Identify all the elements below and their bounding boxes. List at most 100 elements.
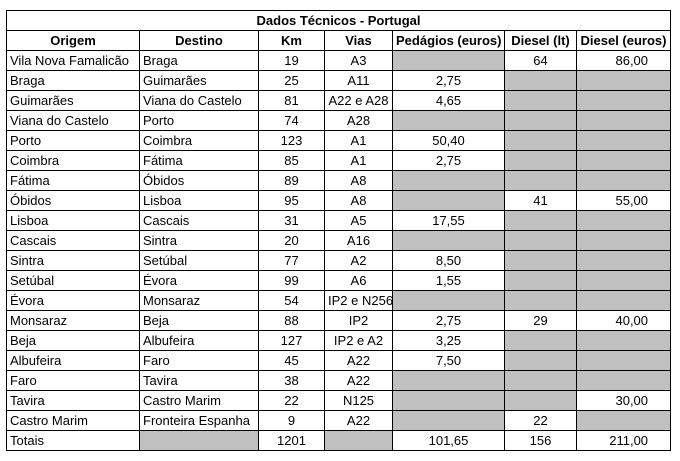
cell-pedagios[interactable] (392, 410, 505, 431)
cell-km[interactable]: 74 (258, 110, 325, 131)
cell-vias[interactable]: A6 (324, 270, 393, 291)
cell-diesel-euros[interactable] (575, 150, 672, 171)
cell-diesel-lt[interactable] (504, 330, 577, 351)
cell-km[interactable]: 123 (258, 130, 325, 151)
cell-diesel-euros[interactable]: 40,00 (575, 310, 672, 331)
cell-destino[interactable]: Guimarães (139, 70, 259, 91)
cell-destino[interactable]: Fronteira Espanha (139, 410, 259, 431)
cell-vias[interactable]: A22 e A28 (324, 90, 393, 111)
cell-pedagios[interactable] (392, 390, 505, 411)
cell-km[interactable]: 99 (258, 270, 325, 291)
cell-origem[interactable]: Viana do Castelo (6, 110, 140, 131)
cell-diesel-euros[interactable] (575, 410, 672, 431)
cell-origem[interactable]: Faro (6, 370, 140, 391)
cell-destino[interactable]: Porto (139, 110, 259, 131)
cell-diesel-euros[interactable] (575, 110, 672, 131)
cell-diesel-lt[interactable]: 29 (504, 310, 577, 331)
cell-diesel-euros[interactable] (575, 370, 672, 391)
cell-destino[interactable]: Viana do Castelo (139, 90, 259, 111)
cell-diesel-lt[interactable] (504, 130, 577, 151)
header-vias[interactable]: Vias (324, 30, 393, 51)
cell-diesel-euros[interactable] (575, 70, 672, 91)
cell-vias[interactable]: A22 (324, 410, 393, 431)
cell-destino[interactable]: Évora (139, 270, 259, 291)
header-diesel-euros[interactable]: Diesel (euros) (575, 30, 672, 51)
cell-km[interactable]: 81 (258, 90, 325, 111)
cell-vias[interactable]: A28 (324, 110, 393, 131)
cell-origem[interactable]: Castro Marim (6, 410, 140, 431)
cell-diesel-lt[interactable] (504, 150, 577, 171)
cell-km[interactable]: 31 (258, 210, 325, 231)
cell-pedagios[interactable]: 8,50 (392, 250, 505, 271)
cell-km[interactable]: 127 (258, 330, 325, 351)
cell-pedagios[interactable]: 3,25 (392, 330, 505, 351)
header-km[interactable]: Km (258, 30, 325, 51)
cell-destino[interactable]: Castro Marim (139, 390, 259, 411)
cell-destino[interactable]: Tavira (139, 370, 259, 391)
cell-vias[interactable]: IP2 e N256 (324, 290, 393, 311)
cell-km[interactable]: 45 (258, 350, 325, 371)
header-pedagios[interactable]: Pedágios (euros) (392, 30, 505, 51)
cell-diesel-euros[interactable] (575, 90, 672, 111)
cell-vias[interactable]: IP2 e A2 (324, 330, 393, 351)
cell-diesel-lt[interactable] (504, 390, 577, 411)
cell-diesel-lt[interactable] (504, 110, 577, 131)
cell-km[interactable]: 38 (258, 370, 325, 391)
cell-diesel-euros[interactable] (575, 330, 672, 351)
cell-pedagios[interactable] (392, 50, 505, 71)
cell-vias[interactable]: A2 (324, 250, 393, 271)
cell-vias[interactable]: IP2 (324, 310, 393, 331)
cell-diesel-lt[interactable] (504, 350, 577, 371)
totals-destino-cell[interactable] (139, 430, 259, 451)
cell-diesel-lt[interactable] (504, 270, 577, 291)
cell-km[interactable]: 54 (258, 290, 325, 311)
cell-vias[interactable]: A3 (324, 50, 393, 71)
cell-origem[interactable]: Guimarães (6, 90, 140, 111)
cell-diesel-lt[interactable] (504, 210, 577, 231)
cell-vias[interactable]: A8 (324, 190, 393, 211)
cell-pedagios[interactable] (392, 230, 505, 251)
cell-origem[interactable]: Cascais (6, 230, 140, 251)
cell-vias[interactable]: N125 (324, 390, 393, 411)
totals-vias-cell[interactable] (324, 430, 393, 451)
cell-diesel-euros[interactable] (575, 230, 672, 251)
totals-label[interactable]: Totais (6, 430, 140, 451)
totals-pedagios[interactable]: 101,65 (392, 430, 505, 451)
cell-destino[interactable]: Braga (139, 50, 259, 71)
cell-pedagios[interactable] (392, 190, 505, 211)
cell-diesel-lt[interactable] (504, 250, 577, 271)
cell-diesel-euros[interactable] (575, 350, 672, 371)
cell-destino[interactable]: Monsaraz (139, 290, 259, 311)
cell-destino[interactable]: Fátima (139, 150, 259, 171)
cell-origem[interactable]: Évora (6, 290, 140, 311)
cell-origem[interactable]: Tavira (6, 390, 140, 411)
cell-vias[interactable]: A16 (324, 230, 393, 251)
cell-km[interactable]: 25 (258, 70, 325, 91)
cell-destino[interactable]: Sintra (139, 230, 259, 251)
cell-vias[interactable]: A5 (324, 210, 393, 231)
cell-vias[interactable]: A8 (324, 170, 393, 191)
cell-origem[interactable]: Coimbra (6, 150, 140, 171)
cell-diesel-euros[interactable]: 55,00 (575, 190, 672, 211)
totals-km[interactable]: 1201 (258, 430, 325, 451)
cell-destino[interactable]: Coimbra (139, 130, 259, 151)
cell-km[interactable]: 20 (258, 230, 325, 251)
cell-diesel-lt[interactable]: 41 (504, 190, 577, 211)
cell-pedagios[interactable]: 4,65 (392, 90, 505, 111)
cell-diesel-euros[interactable] (575, 250, 672, 271)
cell-pedagios[interactable] (392, 290, 505, 311)
cell-pedagios[interactable]: 50,40 (392, 130, 505, 151)
cell-destino[interactable]: Óbidos (139, 170, 259, 191)
cell-pedagios[interactable]: 17,55 (392, 210, 505, 231)
cell-vias[interactable]: A1 (324, 130, 393, 151)
cell-destino[interactable]: Setúbal (139, 250, 259, 271)
cell-km[interactable]: 89 (258, 170, 325, 191)
cell-diesel-euros[interactable] (575, 270, 672, 291)
cell-destino[interactable]: Faro (139, 350, 259, 371)
cell-diesel-lt[interactable] (504, 90, 577, 111)
cell-km[interactable]: 88 (258, 310, 325, 331)
cell-destino[interactable]: Cascais (139, 210, 259, 231)
cell-diesel-lt[interactable]: 22 (504, 410, 577, 431)
cell-origem[interactable]: Monsaraz (6, 310, 140, 331)
cell-origem[interactable]: Fátima (6, 170, 140, 191)
